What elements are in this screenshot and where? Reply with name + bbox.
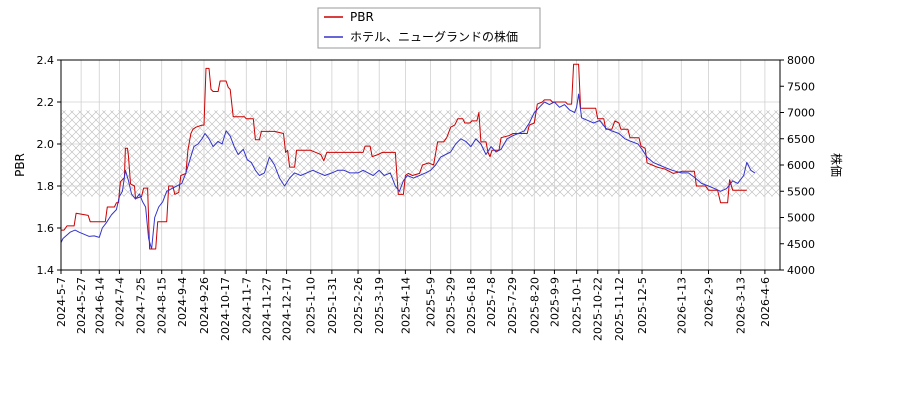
x-tick-label: 2024-9-26 <box>198 277 211 334</box>
x-tick-label: 2024-11-7 <box>240 277 253 334</box>
grid-lines <box>60 59 780 271</box>
x-tick-label: 2025-5-29 <box>445 277 458 334</box>
x-tick-label: 2024-7-4 <box>113 277 126 327</box>
left-tick-label: 2.0 <box>37 138 55 151</box>
x-tick-label: 2025-1-10 <box>305 277 318 334</box>
x-tick-label: 2026-4-6 <box>759 277 772 327</box>
series-line-pbr <box>61 63 747 250</box>
right-tick-label: 5000 <box>787 212 815 225</box>
left-tick-label: 1.4 <box>37 264 55 277</box>
right-tick-label: 8000 <box>787 54 815 67</box>
x-tick-label: 2024-10-17 <box>219 277 232 341</box>
legend-label-pbr: PBR <box>350 10 374 24</box>
right-tick-label: 6500 <box>787 133 815 146</box>
x-tick-label: 2026-1-13 <box>675 277 688 334</box>
x-tick-label: 2025-8-20 <box>528 277 541 334</box>
x-tick-label: 2025-3-19 <box>373 277 386 334</box>
x-tick-label: 2025-11-12 <box>613 277 626 341</box>
hatched-band <box>61 110 780 197</box>
x-axis: 2024-5-7 2024-5-27 2024-6-14 2024-7-4 2024-7… <box>55 270 772 341</box>
x-tick-label: 2025-10-1 <box>571 277 584 334</box>
right-tick-label: 4000 <box>787 264 815 277</box>
x-tick-label: 2025-10-22 <box>592 277 605 341</box>
x-tick-label: 2024-12-17 <box>281 277 294 341</box>
right-axis: 4000 4500 5000 5500 6000 6500 7000 7500 8000 <box>780 54 815 277</box>
x-tick-label: 2025-5-9 <box>425 277 438 327</box>
left-tick-label: 1.6 <box>37 222 55 235</box>
x-tick-label: 2025-9-9 <box>548 277 561 327</box>
x-tick-label: 2025-12-5 <box>636 277 649 334</box>
x-tick-label: 2025-7-29 <box>506 277 519 334</box>
x-tick-label: 2026-2-9 <box>703 277 716 327</box>
x-tick-label: 2025-7-8 <box>485 277 498 327</box>
left-tick-label: 1.8 <box>37 180 55 193</box>
x-tick-label: 2025-1-31 <box>326 277 339 334</box>
legend-label-stock-price: ホテル、ニューグランドの株価 <box>350 29 518 44</box>
left-axis: 1.4 1.6 1.8 2.0 2.2 2.4 <box>37 54 61 277</box>
legend-box <box>317 7 541 49</box>
x-tick-label: 2024-8-15 <box>156 277 169 334</box>
left-axis-label: PBR <box>13 153 27 177</box>
x-tick-label: 2024-6-14 <box>93 277 106 334</box>
x-tick-label: 2025-4-14 <box>399 277 412 334</box>
x-tick-label: 2024-7-25 <box>135 277 148 334</box>
x-tick-label: 2024-9-4 <box>176 277 189 327</box>
left-tick-label: 2.4 <box>37 54 55 67</box>
right-tick-label: 4500 <box>787 238 815 251</box>
right-tick-label: 5500 <box>787 185 815 198</box>
x-tick-label: 2025-2-26 <box>352 277 365 334</box>
right-axis-label: 株価 <box>829 153 844 177</box>
x-tick-label: 2024-5-27 <box>75 277 88 334</box>
x-tick-label: 2025-6-18 <box>465 277 478 334</box>
right-tick-label: 7500 <box>787 80 815 93</box>
series-layer <box>61 63 756 250</box>
x-tick-label: 2024-5-7 <box>55 277 68 327</box>
right-tick-label: 7000 <box>787 107 815 120</box>
legend: PBR ホテル、ニューグランドの株価 <box>317 7 541 49</box>
right-tick-label: 6000 <box>787 159 815 172</box>
x-tick-label: 2026-3-13 <box>735 277 748 334</box>
left-tick-label: 2.2 <box>37 96 55 109</box>
x-tick-label: 2024-11-27 <box>260 277 273 341</box>
series-line-stock-price <box>61 93 756 250</box>
